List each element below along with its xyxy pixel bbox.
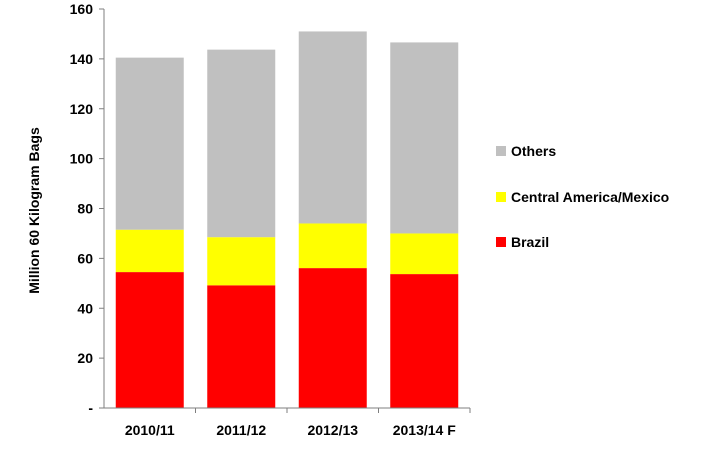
legend-swatch-others [496,146,506,156]
bar-central-america-mexico-2 [298,223,367,269]
bar-brazil-2 [298,268,367,408]
x-tick-label: 2012/13 [307,422,358,438]
y-tick-label: 20 [77,350,93,366]
y-tick-label: - [88,400,93,416]
bar-central-america-mexico-3 [390,233,459,275]
y-tick-label: 40 [77,300,93,316]
y-axis-ticks: - 20 40 60 80 100 120 140 160 [70,1,104,416]
x-tick-label: 2011/12 [216,422,266,438]
legend-label: Central America/Mexico [511,189,669,205]
bar-brazil-0 [115,272,184,408]
legend-swatch-brazil [496,237,506,247]
bar-others-0 [115,57,184,230]
x-tick-label: 2010/11 [125,422,175,438]
x-tick-label: 2013/14 F [393,422,456,438]
y-tick-label: 120 [70,101,94,117]
bar-brazil-3 [390,274,459,408]
y-tick-label: 100 [70,151,94,167]
bar-others-2 [298,31,367,224]
y-axis-title: Million 60 Kilogram Bags [26,127,42,294]
legend-label: Others [511,143,556,159]
y-tick-label: 80 [77,201,93,217]
y-tick-label: 140 [70,51,94,67]
legend-swatch-central-america-mexico [496,192,506,202]
legend: Others Central America/Mexico Brazil [496,143,669,250]
bar-central-america-mexico-0 [115,229,184,273]
bar-others-1 [207,49,276,238]
y-tick-label: 160 [70,1,94,17]
bar-others-3 [390,42,459,234]
bars [115,31,459,408]
y-tick-label: 60 [77,250,93,266]
bar-central-america-mexico-1 [207,237,276,286]
legend-label: Brazil [511,234,549,250]
bar-brazil-1 [207,285,276,408]
x-axis-tick-labels: 2010/11 2011/12 2012/13 2013/14 F [125,408,471,438]
